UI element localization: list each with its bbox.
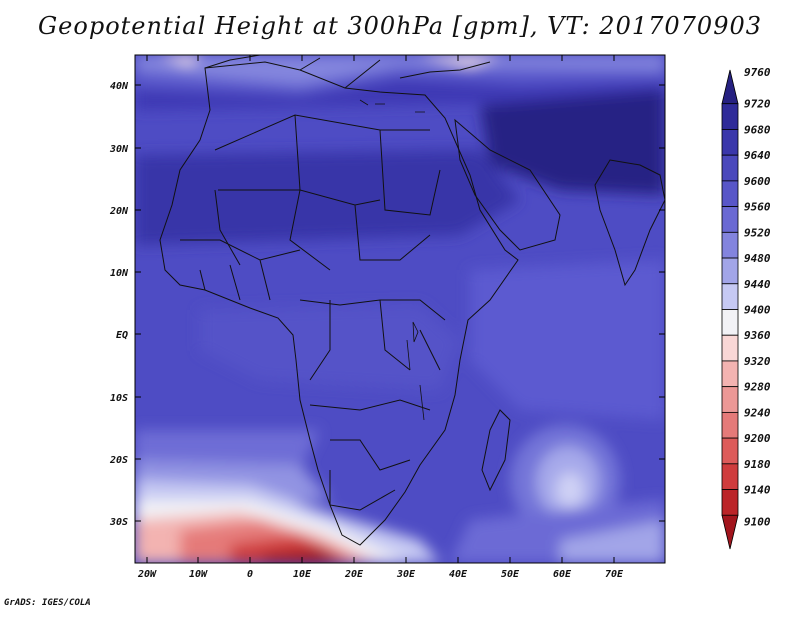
lat-label-20s: 20S xyxy=(109,455,128,466)
colorbar-swatch xyxy=(721,180,739,208)
colorbar-swatch xyxy=(721,309,739,336)
lon-label-40e: 40E xyxy=(449,569,468,580)
lat-label-eq: EQ xyxy=(116,330,128,341)
colorbar-label: 9320 xyxy=(744,355,771,368)
borders-central-africa xyxy=(299,299,446,511)
lat-label-30n: 30N xyxy=(109,144,129,155)
grads-credit: GrADS: IGES/COLA xyxy=(4,598,91,608)
height-field xyxy=(135,55,665,563)
colorbar-swatch xyxy=(721,206,739,233)
colorbar-label: 9180 xyxy=(744,458,771,471)
colorbar-label: 9480 xyxy=(744,252,771,265)
lat-label-30s: 30S xyxy=(109,517,128,528)
colorbar-label: 9640 xyxy=(744,149,771,162)
colorbar-swatch xyxy=(721,386,739,413)
lon-label-60e: 60E xyxy=(553,569,572,580)
lon-label-10w: 10W xyxy=(189,569,208,580)
colorbar-label: 9760 xyxy=(744,66,771,79)
map-frame xyxy=(134,54,666,564)
colorbar: 9760 9720 9680 9640 9600 9560 9520 9480 9440 9400… xyxy=(721,66,771,550)
colorbar-swatch xyxy=(721,129,739,156)
map-title: Geopotential Height at 300hPa [gpm], VT:… xyxy=(38,12,762,40)
colorbar-swatch xyxy=(721,514,739,550)
colorbar-label: 9560 xyxy=(744,201,771,214)
colorbar-swatch xyxy=(721,463,739,490)
colorbar-label: 9360 xyxy=(744,329,771,342)
borders-north-africa xyxy=(214,114,441,271)
lat-ticks xyxy=(135,84,665,522)
colorbar-swatch xyxy=(721,437,739,465)
colorbar-label: 9100 xyxy=(744,515,771,528)
colorbar-label: 9440 xyxy=(744,278,771,291)
lat-label-40n: 40N xyxy=(110,81,129,92)
madagascar-coastline xyxy=(481,409,511,492)
lon-label-10e: 10E xyxy=(293,569,312,580)
lon-label-70e: 70E xyxy=(605,569,624,580)
colorbar-swatch xyxy=(721,283,739,310)
colorbar-label: 9720 xyxy=(744,98,771,111)
colorbar-label: 9280 xyxy=(744,381,771,394)
islands-med xyxy=(359,99,425,113)
colorbar-swatch xyxy=(721,154,739,182)
great-lakes xyxy=(406,321,425,421)
lon-label-30e: 30E xyxy=(396,569,416,580)
colorbar-swatch xyxy=(721,489,739,516)
colorbar-label: 9400 xyxy=(744,304,771,317)
lon-label-0: 0 xyxy=(247,569,253,580)
europe-coastline xyxy=(204,55,491,89)
colorbar-swatch xyxy=(721,231,739,259)
colorbar-swatch xyxy=(721,103,739,130)
borders-west-africa xyxy=(180,239,301,301)
lon-ticks xyxy=(146,55,615,563)
colorbar-swatch xyxy=(721,360,739,388)
lon-label-50e: 50E xyxy=(501,569,520,580)
india-coastline xyxy=(594,159,665,287)
colorbar-label: 9200 xyxy=(744,432,771,445)
arabia-coastline xyxy=(454,118,561,251)
colorbar-label: 9600 xyxy=(744,175,771,188)
colorbar-label: 9240 xyxy=(744,406,771,419)
lon-label-20e: 20E xyxy=(344,569,364,580)
lat-label-20n: 20N xyxy=(109,206,129,217)
colorbar-swatch xyxy=(721,257,739,285)
colorbar-label: 9680 xyxy=(744,123,771,136)
lat-label-10n: 10N xyxy=(110,268,129,279)
colorbar-label: 9520 xyxy=(744,226,771,239)
colorbar-swatch xyxy=(721,69,739,105)
lon-label-20w: 20W xyxy=(137,569,157,580)
colorbar-label: 9140 xyxy=(744,484,771,497)
africa-coastline xyxy=(159,61,519,546)
lat-label-10s: 10S xyxy=(110,393,128,404)
colorbar-swatch xyxy=(721,411,739,439)
colorbar-swatch xyxy=(721,334,739,362)
